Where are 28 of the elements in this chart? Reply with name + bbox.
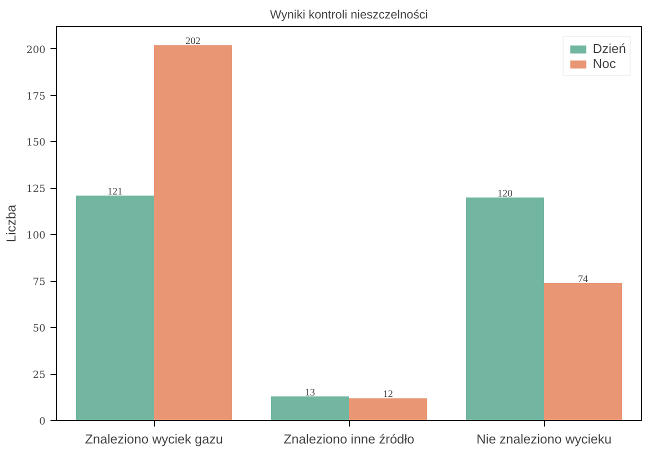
legend-label: Noc <box>592 56 616 71</box>
x-tick-label: Nie znaleziono wycieku <box>476 432 612 446</box>
data-label: 121 <box>108 186 122 198</box>
y-tick-label: 0 <box>39 416 46 428</box>
bar <box>349 398 427 420</box>
data-label: 74 <box>578 274 588 285</box>
bar <box>271 396 349 420</box>
data-label: 202 <box>186 36 200 48</box>
data-label: 12 <box>383 389 393 400</box>
y-tick-label: 50 <box>32 324 46 335</box>
bar <box>154 45 232 420</box>
y-tick-label: 175 <box>26 91 46 102</box>
y-tick-label: 125 <box>26 184 46 196</box>
legend-label: Dzień <box>592 41 626 56</box>
x-tick-label: Znaleziono wyciek gazu <box>84 432 224 446</box>
data-label: 120 <box>498 188 512 200</box>
y-tick-label: 100 <box>26 230 46 242</box>
y-tick-label: 150 <box>26 138 46 149</box>
y-tick-label: 25 <box>32 370 46 382</box>
y-tick-label: 75 <box>32 277 46 288</box>
bar <box>544 282 622 420</box>
x-tick-label: Znaleziono inne źródło <box>284 432 414 446</box>
y-axis-title: Liczba <box>3 204 18 242</box>
bar <box>76 196 154 420</box>
bar <box>466 197 544 420</box>
chart-title: Wyniki kontroli nieszczelności <box>270 8 428 22</box>
y-tick-label: 200 <box>26 44 46 56</box>
data-label: 13 <box>305 387 315 398</box>
